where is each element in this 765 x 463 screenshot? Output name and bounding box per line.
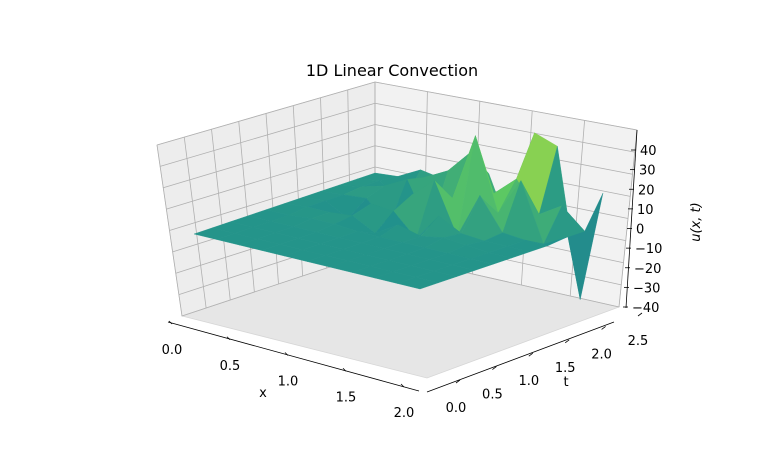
grid-line-z-back-1 — [374, 102, 635, 153]
z-tick-label-2: 20 — [638, 183, 655, 198]
z-tick-label-3: 10 — [637, 203, 654, 218]
grid-line-z-left-4 — [169, 166, 376, 231]
t-tick-label-3: 1.5 — [555, 361, 576, 376]
t-tick-label-0: 0.0 — [446, 401, 467, 416]
grid-line-z-back-2 — [374, 124, 633, 175]
x-tick-mark-2 — [284, 352, 289, 356]
chart-title: 1D Linear Convection — [306, 61, 478, 80]
t-tick-label-1: 0.5 — [482, 388, 503, 403]
x-tick-label-0: 0.0 — [162, 343, 183, 358]
z-tick-label-6: −20 — [634, 262, 661, 277]
t-tick-mark-0 — [455, 379, 461, 384]
grid-line-z-back-3 — [374, 145, 631, 197]
grid-line-z-left-1 — [160, 102, 376, 167]
grid-line-z-back-0 — [374, 81, 638, 131]
x-axis-label: x — [259, 386, 267, 401]
t-tick-label-4: 2.0 — [591, 347, 612, 362]
z-tick-label-4: 0 — [636, 223, 644, 238]
grid-line-z-left-0 — [156, 81, 376, 146]
z-tick-label-8: −40 — [632, 301, 659, 316]
t-tick-mark-1 — [492, 366, 497, 370]
grid-line-z-left-3 — [166, 145, 376, 210]
z-tick-label-7: −30 — [633, 281, 660, 296]
t-tick-mark-2 — [528, 352, 534, 357]
z-axis-ticks: 40 30 20 10 0 −10 −20 −30 −40 — [623, 144, 662, 316]
x-tick-label-1: 0.5 — [220, 359, 241, 374]
x-axis-ticks: 0.0 0.5 1.0 1.5 2.0 — [162, 320, 415, 421]
x-tick-label-3: 1.5 — [336, 390, 357, 405]
t-axis-ticks: 0.0 0.5 1.0 1.5 2.0 2.5 — [446, 312, 649, 416]
t-tick-mark-5 — [637, 312, 643, 317]
z-tick-label-0: 40 — [640, 144, 657, 159]
t-axis-label: t — [563, 375, 568, 390]
t-tick-mark-3 — [564, 339, 570, 344]
z-tick-label-1: 30 — [639, 164, 656, 179]
axis-edges — [167, 129, 638, 393]
x-tick-mark-0 — [168, 320, 173, 325]
grid-line-z-left-2 — [163, 124, 376, 189]
z-axis-label: u(x, t) — [689, 202, 704, 241]
surface — [193, 132, 604, 300]
t-tick-label-2: 1.0 — [518, 374, 539, 389]
t-tick-label-5: 2.5 — [628, 334, 649, 349]
surface-patch-0-9 — [396, 277, 440, 290]
x-tick-mark-1 — [226, 336, 231, 341]
x-tick-mark-4 — [400, 383, 405, 388]
x-tick-label-4: 2.0 — [394, 406, 415, 421]
x-tick-label-2: 1.0 — [278, 375, 299, 390]
t-tick-mark-4 — [601, 326, 606, 330]
x-tick-mark-3 — [342, 367, 347, 372]
z-tick-label-5: −10 — [635, 242, 662, 257]
